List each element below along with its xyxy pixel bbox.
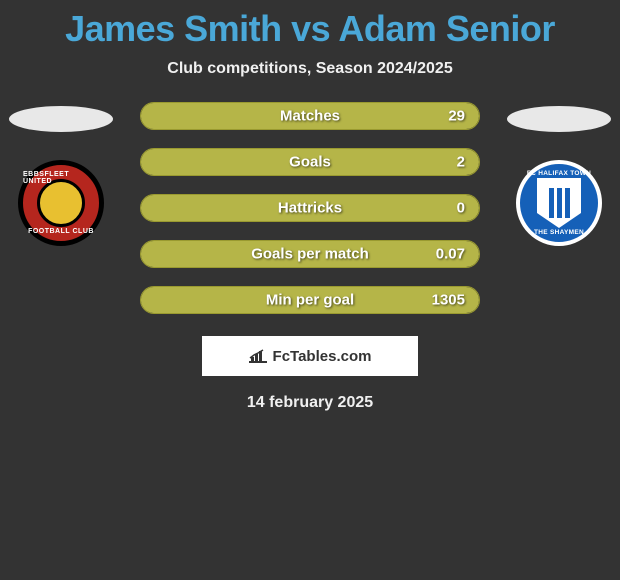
subtitle: Club competitions, Season 2024/2025	[0, 60, 620, 78]
stat-value-right: 0	[457, 200, 465, 217]
club-left-name-top: EBBSFLEET UNITED	[23, 171, 99, 185]
content-area: EBBSFLEET UNITED FOOTBALL CLUB FC HALIFA…	[0, 102, 620, 314]
stat-bar: Hattricks 0	[140, 194, 480, 222]
stat-value-right: 29	[448, 108, 465, 125]
player-right-column: FC HALIFAX TOWN THE SHAYMEN	[504, 102, 614, 246]
stat-fill-left	[141, 103, 293, 129]
page-title: James Smith vs Adam Senior	[0, 0, 620, 50]
stat-bar: Goals 2	[140, 148, 480, 176]
stat-bar: Goals per match 0.07	[140, 240, 480, 268]
stat-bar: Min per goal 1305	[140, 286, 480, 314]
stats-list: Matches 29 Goals 2 Hattricks 0 Goals per match…	[140, 102, 480, 314]
player-right-avatar-placeholder	[507, 106, 611, 132]
club-badge-right-inner	[537, 178, 581, 228]
attribution-box: FcTables.com	[202, 336, 418, 376]
stat-label: Goals	[289, 154, 331, 171]
club-right-name-bottom: THE SHAYMEN	[534, 229, 584, 236]
club-badge-right: FC HALIFAX TOWN THE SHAYMEN	[516, 160, 602, 246]
club-right-name-top: FC HALIFAX TOWN	[527, 170, 591, 177]
date-text: 14 february 2025	[0, 394, 620, 412]
attribution-text: FcTables.com	[273, 348, 372, 365]
player-left-column: EBBSFLEET UNITED FOOTBALL CLUB	[6, 102, 116, 246]
stat-bar: Matches 29	[140, 102, 480, 130]
player-left-avatar-placeholder	[9, 106, 113, 132]
stat-label: Hattricks	[278, 200, 342, 217]
club-badge-left-inner	[37, 179, 85, 227]
stat-label: Min per goal	[266, 292, 354, 309]
club-left-name-bottom: FOOTBALL CLUB	[28, 228, 94, 235]
stat-value-right: 0.07	[436, 246, 465, 263]
stat-fill-left	[141, 195, 293, 221]
stat-label: Goals per match	[251, 246, 369, 263]
chart-icon	[249, 349, 267, 363]
stat-fill-left	[141, 149, 293, 175]
stat-value-right: 1305	[432, 292, 465, 309]
club-badge-left: EBBSFLEET UNITED FOOTBALL CLUB	[18, 160, 104, 246]
stat-value-right: 2	[457, 154, 465, 171]
stat-label: Matches	[280, 108, 340, 125]
